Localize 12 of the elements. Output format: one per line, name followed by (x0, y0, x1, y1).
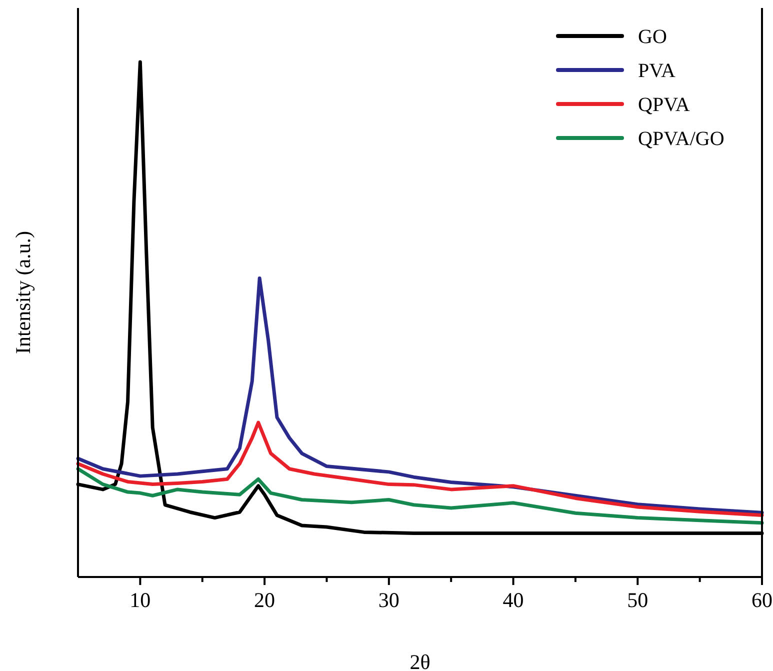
legend-label: GO (638, 26, 667, 48)
x-tick-label: 30 (378, 588, 400, 612)
legend-label: QPVA/GO (638, 128, 724, 150)
legend-label: PVA (638, 60, 676, 82)
x-tick-label: 60 (752, 588, 772, 612)
x-axis-title: 2θ (410, 650, 430, 671)
x-tick-label: 10 (130, 588, 151, 612)
legend-label: QPVA (638, 94, 690, 116)
x-tick-label: 40 (502, 588, 524, 612)
x-tick-label: 50 (627, 588, 648, 612)
y-axis-title: Intensity (a.u.) (11, 230, 35, 354)
x-tick-label: 20 (254, 588, 276, 612)
